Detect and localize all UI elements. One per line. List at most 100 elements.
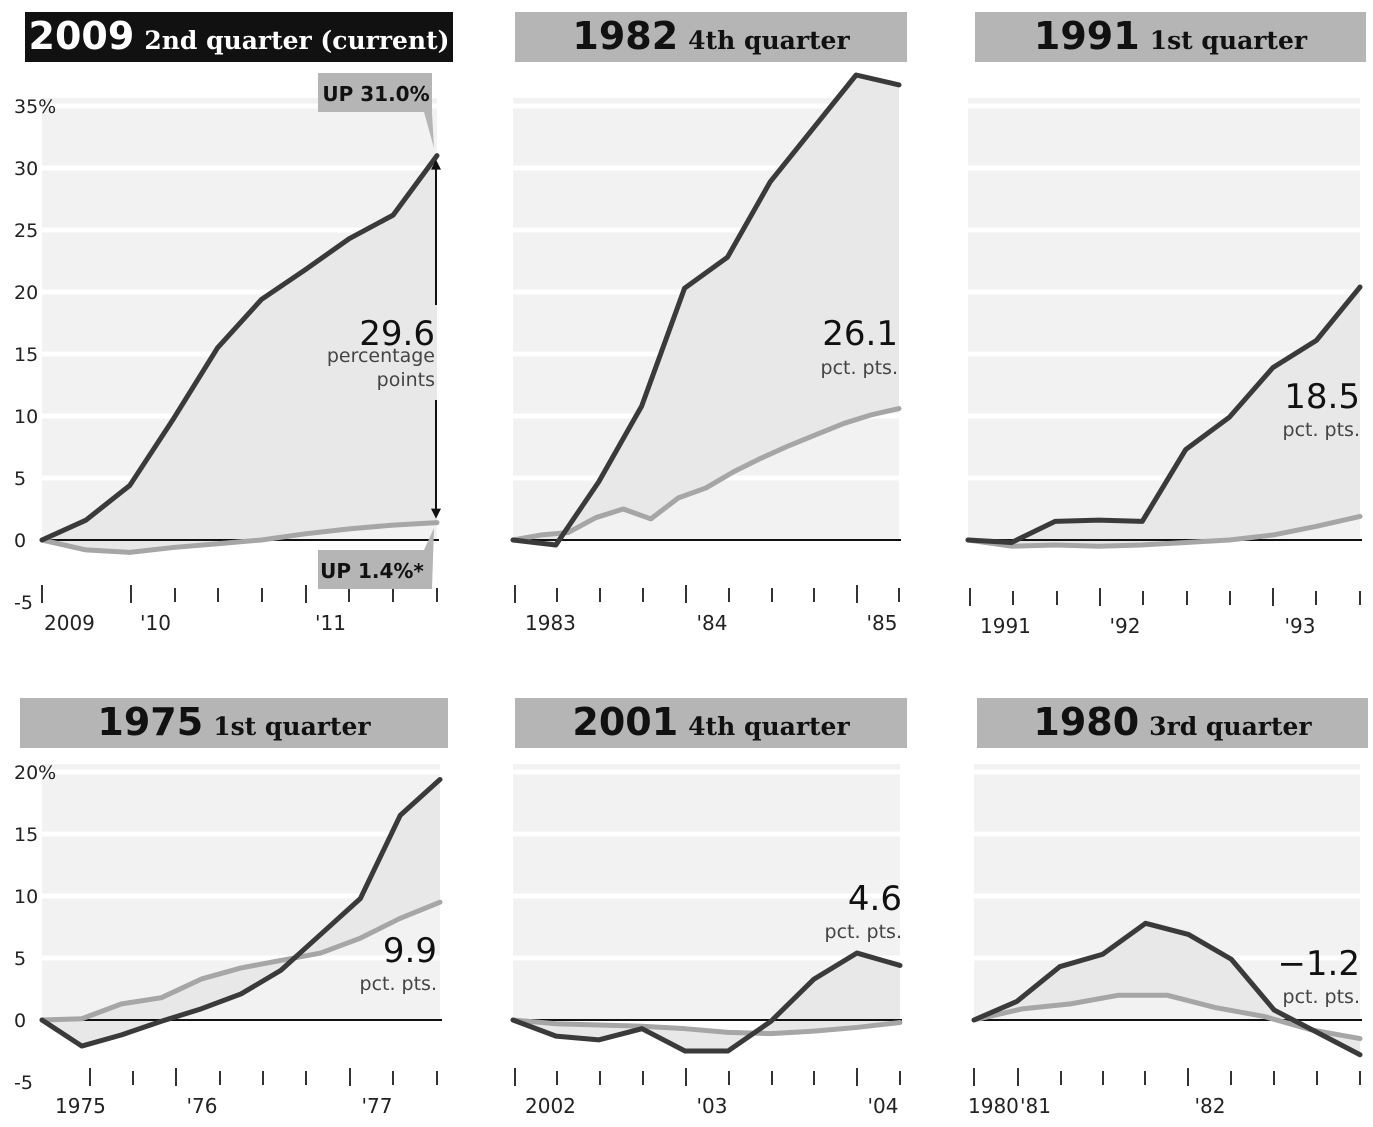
gap-label: pct. pts. <box>1283 986 1360 1008</box>
chart-title-year: 2001 <box>572 700 678 744</box>
series-line-dark <box>39 776 443 1049</box>
chart-title: 1982 4th quarter <box>572 14 850 58</box>
callout-low-label: UP 1.4%* <box>320 559 424 583</box>
gap-label: points <box>377 369 435 391</box>
chart-subtitle: 1st quarter <box>1150 26 1308 55</box>
series-line-light <box>39 899 443 1023</box>
gap-value: 26.1 <box>822 314 898 354</box>
x-tick-label: '84 <box>697 611 728 635</box>
chart-panel-1975: 1975 1st quarter 20% 15 10 5 0 -5 1975 '76 '77 9.9p… <box>14 698 448 1118</box>
series-line-dark <box>39 153 440 543</box>
y-tick-label: -5 <box>14 1072 33 1094</box>
x-tick-label: 1991 <box>980 614 1031 638</box>
x-tick-label: '04 <box>868 1094 899 1118</box>
chart-title-year: 1975 <box>97 700 203 744</box>
chart-title: 2001 4th quarter <box>572 700 850 744</box>
series-line-light <box>510 1017 903 1037</box>
arrow-head-up <box>431 159 441 170</box>
gap-area <box>974 923 1360 1055</box>
chart-title-year: 1980 <box>1033 700 1139 744</box>
x-tick-label: 2002 <box>525 1094 576 1118</box>
chart-subtitle: 2nd quarter (current) <box>144 26 449 55</box>
x-tick-label: '11 <box>315 611 346 635</box>
y-tick-label: 0 <box>14 530 26 552</box>
arrow-head-down <box>431 508 441 519</box>
y-tick-label: 35% <box>14 96 56 118</box>
x-tick-label: 1980 <box>968 1094 1019 1118</box>
y-tick-label: 30 <box>14 158 38 180</box>
chart-panel-1982: 1982 4th quarter 1983 '84 '85 26.1 pct. pts. <box>510 12 907 635</box>
chart-title-year: 1991 <box>1034 14 1140 58</box>
title-bar <box>515 12 907 62</box>
series-line-dark <box>965 284 1363 545</box>
series-line-dark <box>971 920 1363 1058</box>
gap-area <box>42 155 437 553</box>
series-line-dark <box>510 72 902 548</box>
x-tick-label: '92 <box>1110 614 1141 638</box>
gap-label: percentage <box>327 345 435 367</box>
chart-title: 1991 1st quarter <box>1034 14 1308 58</box>
gap-value: 18.5 <box>1284 377 1360 417</box>
y-tick-label: 5 <box>14 948 26 970</box>
x-tick-label: '81 <box>1020 1094 1051 1118</box>
chart-title-year: 1982 <box>572 14 678 58</box>
gap-label: pct. pts. <box>825 921 902 943</box>
x-tick-label: '03 <box>697 1094 728 1118</box>
x-tick-label: '10 <box>140 611 171 635</box>
x-tick-label: '76 <box>187 1094 218 1118</box>
chart-subtitle: 4th quarter <box>688 26 850 55</box>
gap-value: 4.6 <box>848 879 902 919</box>
x-tick-label: 1975 <box>55 1094 106 1118</box>
x-tick-label: '85 <box>867 611 898 635</box>
title-bar <box>977 698 1368 748</box>
gap-area <box>968 287 1360 547</box>
series-line-light <box>510 406 902 543</box>
gap-value: 9.9 <box>383 931 437 971</box>
y-tick-label: 15 <box>14 344 38 366</box>
x-tick-label: '82 <box>1195 1094 1226 1118</box>
chart-subtitle: 4th quarter <box>688 712 850 741</box>
title-bar <box>515 698 907 748</box>
x-tick-label: '93 <box>1285 614 1316 638</box>
series-line-light <box>965 513 1363 549</box>
chart-subtitle: 3rd quarter <box>1149 712 1312 741</box>
gap-value: −1.2 <box>1277 944 1360 984</box>
title-bar <box>975 12 1366 62</box>
y-tick-label: 20 <box>14 282 38 304</box>
y-tick-label: -5 <box>14 592 33 614</box>
title-bar <box>25 12 453 62</box>
series-line-light <box>39 520 440 555</box>
series-line-dark <box>510 950 903 1054</box>
chart-panel-2009: 2009 2nd quarter (current) 35% 30 25 20 15 10 5 0… <box>14 12 453 635</box>
y-tick-label: 25 <box>14 220 38 242</box>
callout-up-box <box>318 73 434 148</box>
y-tick-label: 15 <box>14 824 38 846</box>
callout-low-box <box>318 528 434 589</box>
title-bar <box>20 698 448 748</box>
gap-label: pct. pts. <box>360 973 437 995</box>
y-tick-label: 5 <box>14 468 26 490</box>
gap-label: pct. pts. <box>1283 419 1360 441</box>
chart-title: 1980 3rd quarter <box>1033 700 1312 744</box>
y-tick-label: 0 <box>14 1010 26 1032</box>
y-tick-label: 10 <box>14 406 38 428</box>
callout-up-label: UP 31.0% <box>322 82 429 106</box>
gap-label: pct. pts. <box>821 357 898 379</box>
y-tick-label: 10 <box>14 886 38 908</box>
x-tick-label: '77 <box>362 1094 393 1118</box>
gap-value: 29.6 <box>359 314 435 354</box>
chart-subtitle: 1st quarter <box>213 712 371 741</box>
gap-area <box>513 75 899 545</box>
chart-title: 2009 2nd quarter (current) <box>29 14 450 58</box>
chart-title-year: 2009 <box>29 14 135 58</box>
x-tick-label: 1983 <box>525 611 576 635</box>
x-tick-label: 2009 <box>44 611 95 635</box>
series-line-light <box>971 992 1363 1042</box>
y-tick-label: 20% <box>14 762 56 784</box>
chart-title: 1975 1st quarter <box>97 700 371 744</box>
